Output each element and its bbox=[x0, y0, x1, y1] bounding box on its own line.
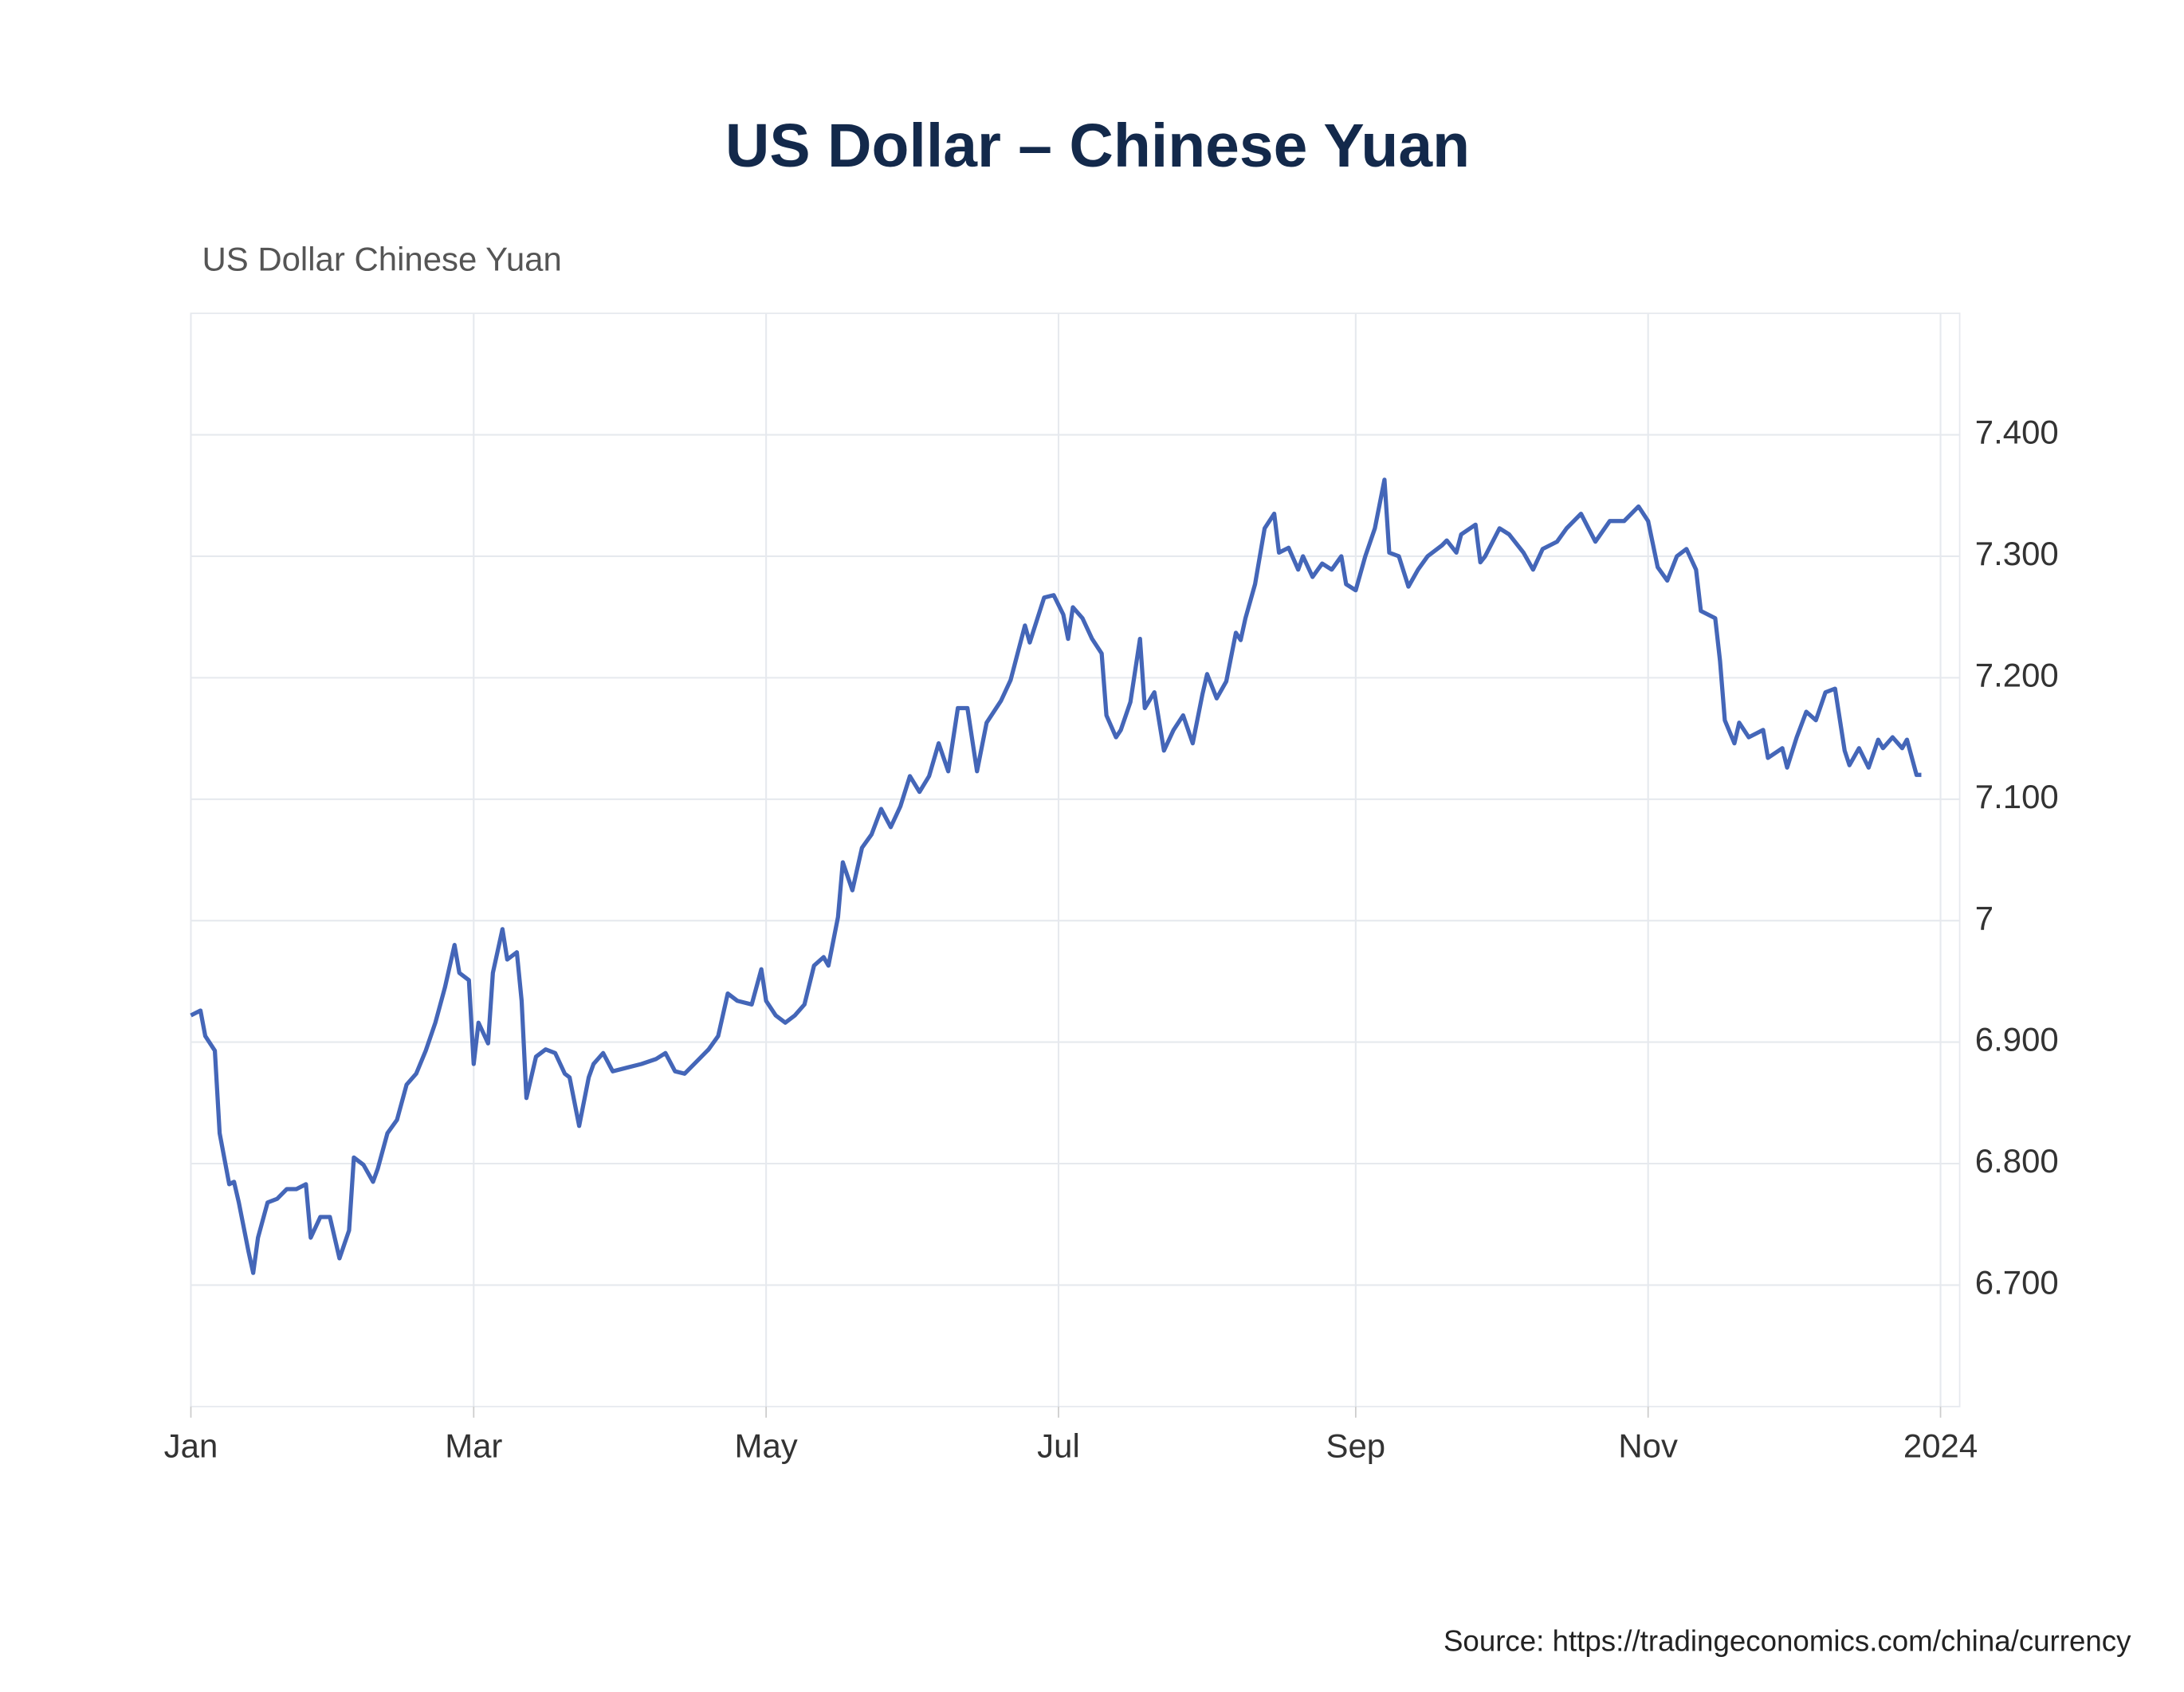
data-line bbox=[190, 477, 1922, 1275]
y-tick-label: 7.300 bbox=[1975, 535, 2059, 572]
x-tick-label: May bbox=[735, 1427, 798, 1464]
x-tick-label: Jan bbox=[164, 1427, 218, 1464]
y-tick-label: 7.200 bbox=[1975, 656, 2059, 693]
x-tick-label: Mar bbox=[445, 1427, 502, 1464]
y-tick-label: 7.100 bbox=[1975, 778, 2059, 815]
source-note: Source: https://tradingeconomics.com/chi… bbox=[1444, 1625, 2131, 1658]
series-label: US Dollar Chinese Yuan bbox=[202, 241, 561, 278]
y-tick-label: 6.700 bbox=[1975, 1263, 2059, 1301]
x-tick-label: Sep bbox=[1326, 1427, 1386, 1464]
y-tick-label: 7.400 bbox=[1975, 414, 2059, 451]
y-tick-label: 6.800 bbox=[1975, 1142, 2059, 1180]
x-tick-label: Jul bbox=[1037, 1427, 1080, 1464]
chart-title: US Dollar – Chinese Yuan bbox=[725, 112, 1470, 180]
x-tick-label: Nov bbox=[1618, 1427, 1678, 1464]
y-tick-label: 7 bbox=[1975, 899, 1993, 936]
x-tick-label: 2024 bbox=[1903, 1427, 1978, 1464]
plot-frame bbox=[190, 312, 1961, 1407]
y-tick-label: 6.900 bbox=[1975, 1021, 2059, 1058]
